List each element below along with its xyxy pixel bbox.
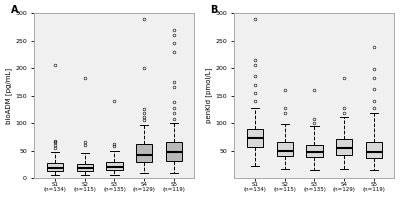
PathPatch shape xyxy=(166,142,182,161)
PathPatch shape xyxy=(106,162,123,170)
PathPatch shape xyxy=(77,164,93,171)
PathPatch shape xyxy=(247,129,263,147)
Y-axis label: penKid [pmol/L]: penKid [pmol/L] xyxy=(206,68,212,123)
PathPatch shape xyxy=(336,139,352,155)
PathPatch shape xyxy=(277,142,293,156)
PathPatch shape xyxy=(47,163,63,171)
Y-axis label: bioADM [pg/mL]: bioADM [pg/mL] xyxy=(6,68,12,124)
PathPatch shape xyxy=(306,145,323,157)
Text: B: B xyxy=(210,5,218,15)
PathPatch shape xyxy=(366,142,382,158)
Text: A: A xyxy=(10,5,18,15)
PathPatch shape xyxy=(136,144,152,162)
